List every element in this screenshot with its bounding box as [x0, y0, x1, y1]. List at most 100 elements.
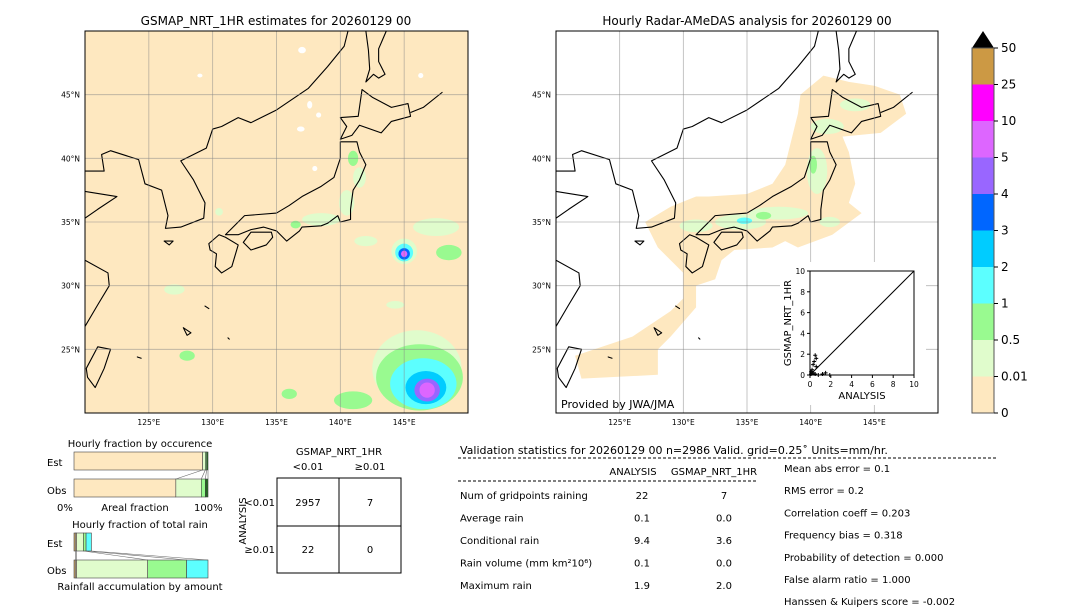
left-map-title: GSMAP_NRT_1HR estimates for 20260129 00 [141, 14, 412, 28]
contingency-row1: <0.01 [244, 498, 275, 509]
lon-tick-label: 140°E [329, 418, 352, 427]
total-rain-panel: Hourly fraction of total rain Est Obs Ra… [47, 520, 223, 593]
score-item: False alarm ratio = 1.000 [784, 575, 911, 586]
contingency-table: GSMAP_NRT_1HR <0.01 ≥0.01 2957 7 22 0 <0… [238, 447, 402, 574]
lat-tick-label: 35°N [61, 218, 80, 227]
colorbar-label: 2 [1001, 260, 1009, 274]
colorbar-segment [972, 84, 994, 121]
total-rain-est-label: Est [47, 539, 63, 550]
lat-tick-label: 40°N [61, 154, 80, 163]
x-tick-label: 6 [870, 380, 875, 389]
score-item: Correlation coeff = 0.203 [784, 508, 910, 519]
occurrence-panel: Hourly fraction by occurence Est Obs 0% … [47, 439, 223, 514]
contingency-col2: ≥0.01 [355, 462, 386, 473]
stat-gsmap-value: 7 [721, 491, 727, 502]
validation-header: Validation statistics for 20260129 00 n=… [460, 444, 888, 457]
stat-gsmap-value: 3.6 [716, 536, 732, 547]
total-rain-obs-label: Obs [47, 566, 66, 577]
rain-field [164, 150, 463, 411]
colorbar-segment [972, 48, 994, 85]
lon-tick-label: 140°E [799, 418, 822, 427]
y-tick-label: 4 [800, 329, 805, 338]
stat-analysis-value: 9.4 [634, 536, 650, 547]
lon-tick-label: 125°E [137, 418, 160, 427]
colorbar-label: 0.01 [1001, 370, 1028, 384]
lon-tick-label: 130°E [201, 418, 224, 427]
left-map-frame [84, 30, 469, 414]
connector-line [83, 550, 148, 561]
lat-tick-label: 45°N [61, 91, 80, 100]
lat-tick-label: 25°N [61, 345, 80, 354]
lon-tick-label: 135°E [265, 418, 288, 427]
colorbar-label: 10 [1001, 114, 1016, 128]
lat-tick-label: 30°N [532, 282, 551, 291]
total-rain-footer: Rainfall accumulation by amount [57, 582, 222, 593]
obs-bar-segment [73, 478, 177, 498]
right-map: Hourly Radar-AMeDAS analysis for 2026012… [532, 14, 939, 427]
contingency-title: GSMAP_NRT_1HR [296, 447, 382, 458]
occurrence-x-label: Areal fraction [101, 503, 168, 514]
est-bar-segment [83, 532, 87, 552]
stat-row-label: Maximum rain [460, 581, 532, 592]
lat-tick-label: 25°N [532, 345, 551, 354]
stat-analysis-value: 0.1 [634, 514, 650, 525]
obs-bar-segment [201, 478, 206, 498]
est-bar-segment [76, 532, 84, 552]
lat-tick-label: 45°N [532, 91, 551, 100]
scatter-point [814, 356, 819, 361]
colorbar-segment [972, 376, 994, 413]
total-rain-title: Hourly fraction of total rain [72, 520, 208, 531]
cell-hit: 0 [367, 545, 373, 556]
x-tick-label: 2 [828, 380, 833, 389]
occurrence-obs-label: Obs [47, 486, 66, 497]
no-data-spots [197, 46, 424, 172]
stat-row-label: Num of gridpoints raining [460, 491, 588, 502]
score-item: Mean abs error = 0.1 [784, 464, 890, 475]
x-tick-label: 8 [891, 380, 896, 389]
colorbar-label: 1 [1001, 297, 1009, 311]
scatter-point [813, 371, 818, 376]
colorbar-segment [972, 230, 994, 267]
scatter-point [820, 371, 825, 376]
y-tick-label: 10 [795, 267, 805, 276]
y-tick-label: 8 [800, 288, 805, 297]
scatter-point [811, 370, 816, 375]
left-map-grid: 125°E 130°E 135°E 140°E 145°E 45°N 40°N 35°N 30°… [61, 31, 468, 427]
est-bar-segment [85, 532, 92, 552]
cell-miss: 22 [302, 545, 315, 556]
connector-line [86, 550, 187, 561]
lon-tick-label: 135°E [736, 418, 759, 427]
scatter-point [814, 364, 819, 369]
scatter-inset: ANALYSIS GSMAP_NRT_1HR 00 2 2 4 4 6 6 8 8 10 10 [783, 267, 919, 402]
contingency-row-axis: ANALYSIS [238, 497, 249, 544]
stat-analysis-value: 22 [636, 491, 649, 502]
colorbar-segment [972, 303, 994, 340]
x-tick-label: 10 [909, 380, 919, 389]
score-item: Frequency bias = 0.318 [784, 531, 903, 542]
data-credit: Provided by JWA/JMA [561, 398, 675, 411]
lat-tick-label: 35°N [532, 218, 551, 227]
colorbar: 0 0.01 0.5 1 2 3 4 5 10 25 50 [971, 31, 1028, 420]
est-bar-segment [206, 451, 209, 471]
colorbar-segment [972, 267, 994, 304]
x-tick-label: 4 [849, 380, 854, 389]
stat-gsmap-value: 0.0 [716, 514, 732, 525]
scatter-point [827, 373, 832, 377]
col-analysis: ANALYSIS [609, 467, 656, 478]
stat-analysis-value: 1.9 [634, 581, 650, 592]
lat-tick-label: 30°N [61, 282, 80, 291]
contingency-col1: <0.01 [293, 462, 324, 473]
colorbar-label: 50 [1001, 41, 1016, 55]
right-map-title: Hourly Radar-AMeDAS analysis for 2026012… [602, 14, 891, 28]
scatter-point [809, 371, 814, 376]
y-tick-label: 0 [800, 371, 805, 380]
right-map-frame [555, 30, 939, 414]
lat-tick-label: 40°N [532, 154, 551, 163]
cell-hit-none: 2957 [295, 498, 320, 509]
colorbar-segment [972, 194, 994, 231]
colorbar-label: 25 [1001, 78, 1016, 92]
one-to-one-line [809, 270, 915, 376]
score-item: Probability of detection = 0.000 [784, 553, 943, 564]
colorbar-segment [972, 121, 994, 158]
